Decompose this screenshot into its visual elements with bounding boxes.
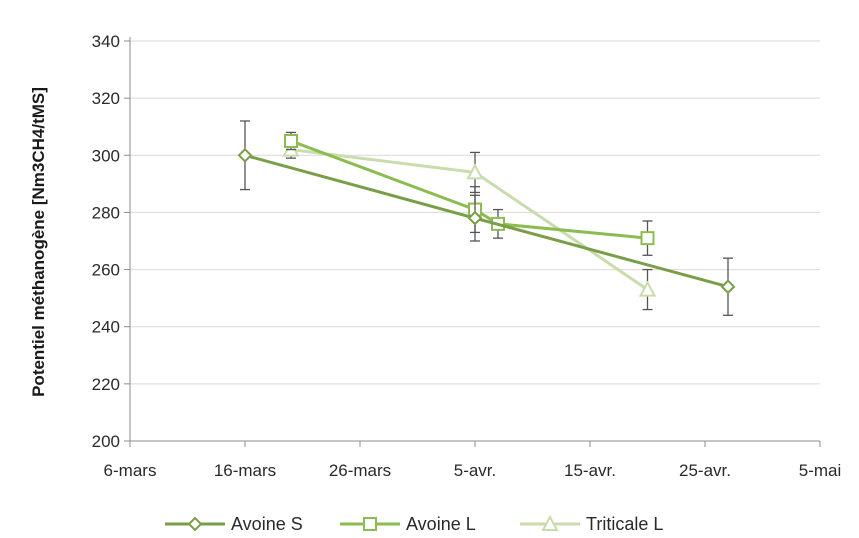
series-triticale-l [282, 140, 657, 311]
legend-label-triticale-l: Triticale L [586, 514, 663, 534]
data-point-avoine-s [467, 210, 483, 226]
legend-marker-triticale-l [541, 514, 559, 531]
y-tick-label: 340 [92, 32, 120, 51]
grid-lines [124, 40, 820, 442]
axes [129, 37, 821, 447]
x-tick-label: 5-avr. [454, 461, 497, 480]
legend-label-avoine-s: Avoine S [231, 514, 303, 534]
legend: Avoine S Avoine L Triticale L [165, 514, 663, 534]
y-tick-label: 320 [92, 89, 120, 108]
data-point-triticale-l [466, 163, 484, 180]
data-point-avoine-l [640, 231, 655, 246]
x-tick-labels: 6-mars 16-mars 26-mars 5-avr. 15-avr. 25-avr.… [104, 461, 842, 480]
legend-item-avoine-l: Avoine L [340, 514, 476, 534]
legend-label-avoine-l: Avoine L [406, 514, 476, 534]
series-line-avoine-s [244, 153, 729, 289]
data-point-avoine-s [237, 147, 253, 163]
legend-marker-avoine-l [363, 517, 377, 531]
data-point-triticale-l [638, 280, 657, 297]
series-layer [237, 120, 736, 316]
y-tick-label: 220 [92, 375, 120, 394]
y-tick-label: 280 [92, 203, 120, 222]
x-tick-label: 5-mai [799, 461, 842, 480]
x-tick-label: 6-mars [104, 461, 157, 480]
y-tick-label: 300 [92, 146, 120, 165]
legend-item-triticale-l: Triticale L [520, 514, 663, 534]
x-tick-label: 25-avr. [679, 461, 731, 480]
y-tick-labels: 200 220 240 260 280 300 320 340 [92, 32, 120, 451]
y-axis-label: Potentiel méthanogène [Nm3CH4/tMS] [29, 87, 48, 397]
x-tick-label: 26-mars [329, 461, 391, 480]
series-avoine-l [284, 131, 655, 256]
data-point-avoine-s [720, 279, 736, 295]
y-tick-label: 240 [92, 318, 120, 337]
x-tick-label: 15-avr. [564, 461, 616, 480]
y-tick-label: 260 [92, 261, 120, 280]
legend-item-avoine-s: Avoine S [165, 514, 303, 534]
y-tick-label: 200 [92, 432, 120, 451]
series-line-avoine-l [290, 139, 648, 240]
x-tick-label: 16-mars [214, 461, 276, 480]
series-avoine-s [237, 120, 736, 316]
data-point-avoine-l [284, 134, 298, 148]
legend-marker-avoine-s [187, 516, 203, 532]
